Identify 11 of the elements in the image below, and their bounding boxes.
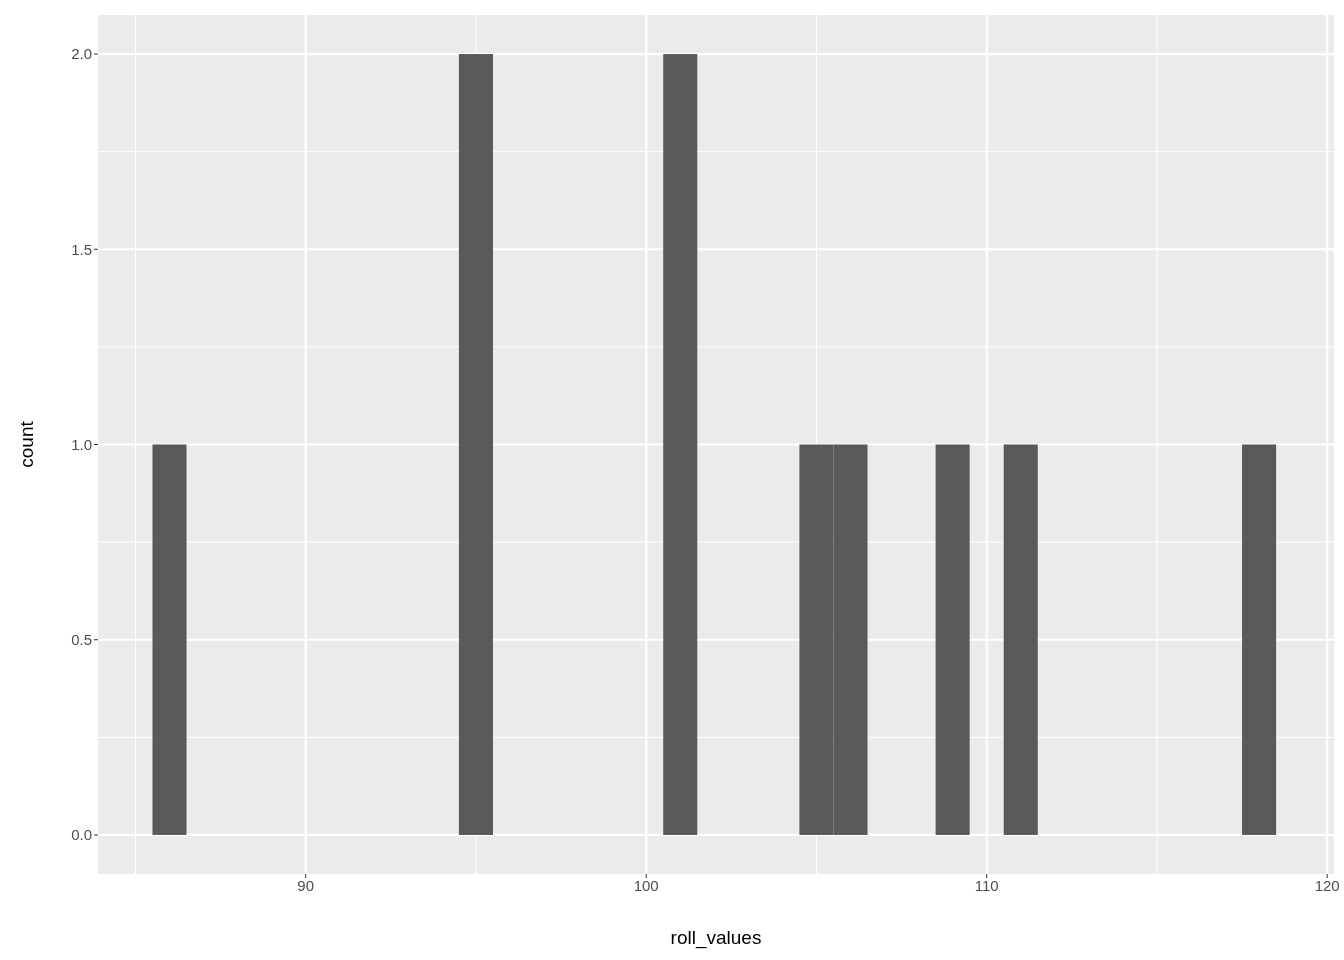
- y-axis-title: count: [15, 420, 37, 468]
- y-tick-label: 1.5: [71, 240, 92, 258]
- x-tick-label: 90: [297, 876, 315, 894]
- y-tick-label: 1.0: [71, 435, 92, 453]
- y-tick-label: 0.0: [71, 826, 92, 844]
- x-tick-label: 100: [633, 876, 659, 894]
- x-tick-label: 110: [974, 876, 999, 894]
- x-tick-label: 120: [1314, 876, 1340, 894]
- y-tick-label: 2.0: [71, 45, 92, 63]
- y-tick-label: 0.5: [71, 631, 92, 649]
- x-axis-title: roll_values: [670, 927, 762, 949]
